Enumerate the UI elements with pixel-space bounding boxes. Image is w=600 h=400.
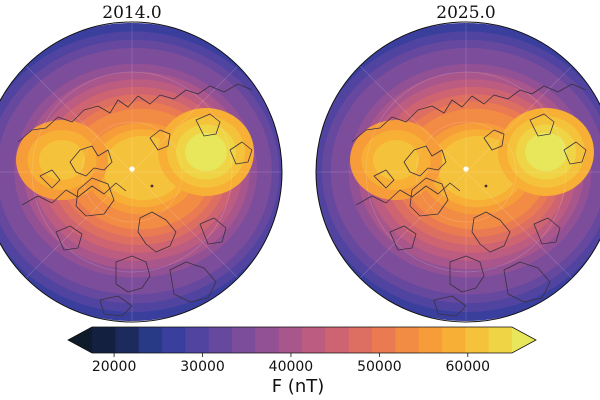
colorbar-tick-label: 20000: [92, 359, 137, 375]
north-pole-marker: [129, 166, 135, 172]
colorbar-tick-label: 60000: [446, 359, 491, 375]
colorbar-segment: [115, 327, 140, 353]
field-contour: [525, 132, 567, 172]
geomagnetic-pole-marker: [150, 184, 154, 188]
colorbar-segment: [138, 327, 163, 353]
map-panel-2025: 2025.0: [315, 3, 600, 323]
colorbar-segment: [348, 327, 373, 353]
colorbar: 20000 30000 40000 50000 60000 F (nT): [67, 326, 537, 397]
colorbar-extend-max: [512, 327, 536, 353]
coastlines: [351, 83, 587, 317]
colorbar-segment: [208, 327, 233, 353]
colorbar-extend-min: [68, 327, 92, 353]
field-contour: [373, 140, 419, 180]
north-pole-marker: [463, 166, 469, 172]
map-boundary: [315, 21, 600, 323]
field-contours: [0, 22, 282, 322]
colorbar-segment: [442, 327, 466, 353]
field-contours: [316, 22, 600, 322]
graticule: [316, 22, 600, 322]
geomagnetic-pole-marker: [484, 184, 488, 188]
colorbar-tick-label: 30000: [180, 359, 225, 375]
colorbar-segment: [325, 327, 350, 353]
map-boundary: [0, 21, 283, 323]
colorbar-segment: [395, 327, 420, 353]
colorbar-segment: [255, 327, 280, 353]
colorbar-segment: [92, 327, 116, 353]
colorbar-segment: [185, 327, 210, 353]
colorbar-segment: [232, 327, 256, 353]
colorbar-tick-label: 50000: [357, 359, 402, 375]
colorbar-segment: [372, 327, 396, 353]
panel-title: 2014.0: [102, 3, 161, 23]
colorbar-segment: [488, 327, 513, 353]
colorbar-label: F (nT): [272, 376, 325, 397]
colorbar-segment: [418, 327, 443, 353]
coastlines: [17, 83, 253, 317]
colorbar-outline: [67, 326, 537, 354]
colorbar-segment: [465, 327, 490, 353]
colorbar-segment: [278, 327, 303, 353]
colorbar-segments: [68, 327, 536, 353]
field-contour: [185, 132, 227, 172]
map-panel-2014: 2014.0: [0, 3, 283, 323]
colorbar-segment: [302, 327, 326, 353]
panel-title: 2025.0: [436, 3, 495, 23]
field-contour: [39, 140, 85, 180]
colorbar-ticks: 20000 30000 40000 50000 60000: [92, 353, 490, 375]
colorbar-segment: [162, 327, 186, 353]
colorbar-tick-label: 40000: [269, 359, 314, 375]
